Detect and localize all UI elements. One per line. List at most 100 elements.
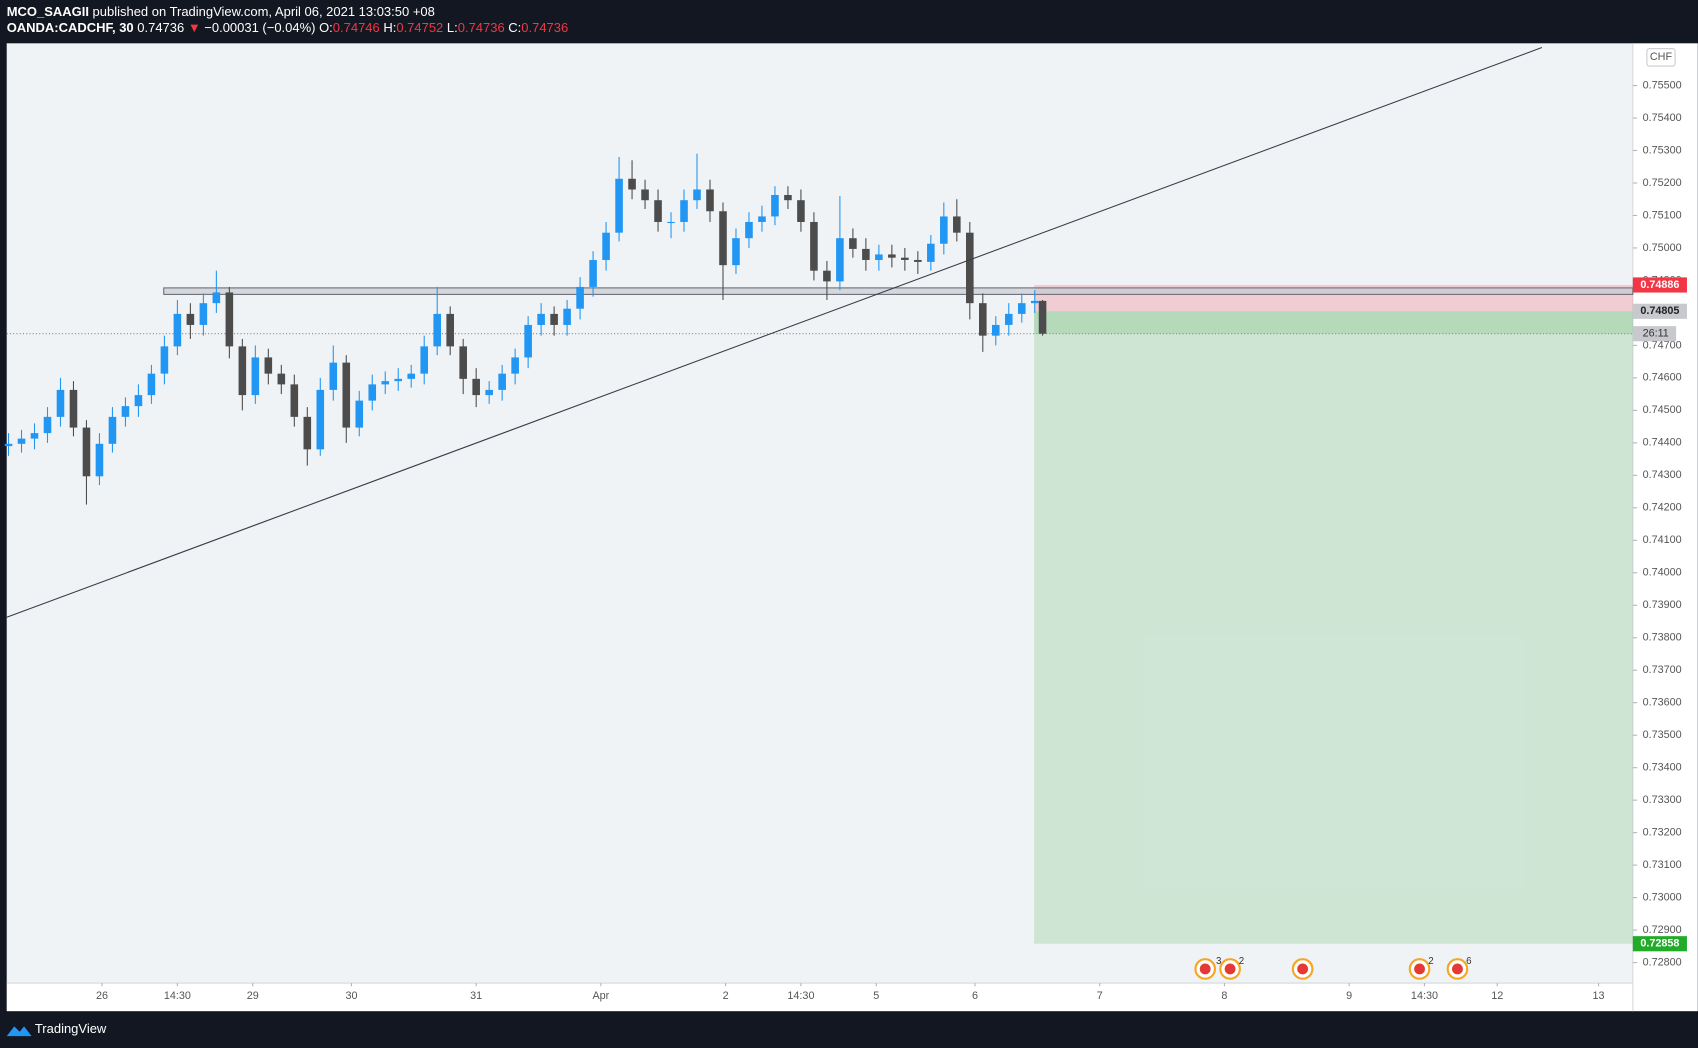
candle-body [134, 395, 143, 407]
target-zone [1034, 311, 1633, 944]
y-tick-label: 0.74100 [1643, 534, 1682, 546]
h-label: H: [383, 21, 396, 36]
candle-body [524, 324, 532, 358]
y-tick-label: 0.74700 [1643, 339, 1682, 351]
candle-body [43, 416, 52, 434]
candle-body [290, 384, 299, 417]
x-tick-label: 14:30 [787, 990, 814, 1002]
entry-tag [1632, 303, 1687, 319]
last: 0.74736 [137, 21, 184, 36]
candle-body [615, 178, 623, 233]
candle-body [927, 243, 935, 262]
y-tick-label: 0.73800 [1643, 632, 1682, 644]
event-count: 2 [1428, 956, 1433, 967]
candle-body [537, 313, 545, 325]
candle-body [316, 389, 325, 450]
candle-body [368, 384, 377, 401]
x-tick-label: Apr [592, 990, 609, 1002]
candle-body [17, 438, 26, 444]
resistance-zone [163, 287, 1634, 295]
event-count: 3 [1216, 956, 1221, 967]
candle-body [654, 200, 662, 222]
x-tick-label: 8 [1221, 990, 1227, 1002]
candle-body [797, 200, 805, 222]
candle-body [264, 357, 273, 374]
candle-body [628, 178, 636, 190]
candle-body [108, 416, 117, 444]
x-tick-label: 14:30 [164, 990, 191, 1002]
event-flag [1297, 963, 1309, 975]
candle-body [576, 286, 584, 309]
candle-body [329, 362, 338, 390]
candle-body [420, 346, 429, 374]
candle-body [69, 389, 78, 428]
candle-body [342, 362, 351, 428]
candle-body [836, 238, 844, 282]
event-flag [1452, 963, 1463, 975]
candle-body [238, 346, 247, 396]
candle-body [602, 232, 610, 260]
candle-body [82, 427, 91, 477]
currency: CHF [1650, 51, 1673, 63]
candle-body [680, 200, 688, 222]
o-value: 0.74746 [333, 21, 380, 36]
y-tick-label: 0.75000 [1643, 242, 1682, 254]
candle-body [56, 389, 65, 417]
y-tick-label: 0.74400 [1643, 437, 1682, 449]
candle-body [563, 308, 571, 325]
y-tick-label: 0.74500 [1643, 404, 1682, 416]
stop-label: 0.74886 [1640, 279, 1679, 291]
o-label: O: [319, 21, 333, 36]
y-tick-label: 0.75100 [1643, 209, 1682, 221]
candle-body [849, 238, 857, 249]
entry-label: 0.74805 [1640, 305, 1679, 317]
x-tick-label: 9 [1346, 990, 1352, 1002]
candle-body [641, 189, 649, 201]
candle-body [511, 357, 519, 374]
x-tick-label: 29 [247, 990, 259, 1002]
candle-body [199, 303, 208, 325]
candle-body [991, 324, 1000, 336]
candle-body [147, 373, 156, 396]
candle-body [433, 313, 441, 347]
time-axis [6, 983, 1633, 1012]
countdown-tag [1632, 326, 1677, 342]
x-tick-label: 5 [873, 990, 879, 1002]
y-tick-label: 0.73500 [1643, 729, 1682, 741]
candle-body [771, 195, 779, 217]
candle-body [667, 221, 675, 224]
candle-body [1017, 303, 1026, 314]
published: published on TradingView.com, April 06, … [93, 4, 435, 19]
x-tick-label: 26 [96, 990, 108, 1002]
progress-zone [1034, 311, 1633, 334]
candle-body [355, 400, 364, 428]
y-tick-label: 0.73300 [1643, 794, 1682, 806]
candle-body [173, 313, 182, 347]
brand: TradingView [35, 1021, 107, 1036]
x-tick-label: 6 [972, 990, 978, 1002]
candle-body [693, 189, 701, 201]
target-label: 0.72858 [1640, 938, 1679, 950]
event-count: 6 [1466, 956, 1471, 967]
candle-body [186, 313, 195, 325]
candle-body [979, 303, 987, 336]
candle-body [550, 313, 558, 325]
candle-body [901, 257, 909, 260]
x-tick-label: 14:30 [1411, 990, 1438, 1002]
y-tick-label: 0.73400 [1643, 762, 1682, 774]
candle-body [303, 416, 312, 450]
trendline [6, 47, 1543, 618]
header-line: MCO_SAAGII published on TradingView.com,… [7, 4, 435, 19]
candle-body [784, 195, 792, 201]
candle-body [953, 216, 961, 233]
candle-body [394, 378, 403, 382]
author: MCO_SAAGII [7, 4, 89, 19]
l-value: 0.74736 [458, 21, 505, 36]
candle-body [875, 254, 883, 260]
price-axis [1632, 43, 1698, 1012]
candle-body [446, 313, 454, 347]
candle-body [810, 221, 818, 271]
y-tick-label: 0.75400 [1643, 112, 1682, 124]
h-value: 0.74752 [396, 21, 443, 36]
candle-body [732, 238, 740, 266]
